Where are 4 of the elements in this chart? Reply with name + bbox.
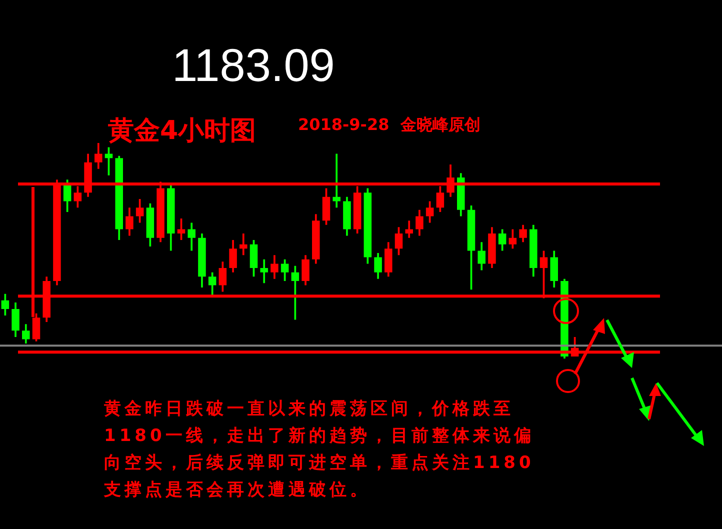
text: 黄金昨日跌破一直以来的震荡区间，价格跌至1180一线，走出了新的趋势，目前整体来说偏向空头，后续反弹即可进空单，重点关注1180支撑点是否会再次遭遇破位。	[104, 398, 536, 502]
chart-title: 1183.09	[172, 38, 335, 92]
text: 2018-9-28 金晓峰原创	[298, 115, 480, 136]
chart-subtitle: 黄金4小时图	[108, 115, 256, 148]
